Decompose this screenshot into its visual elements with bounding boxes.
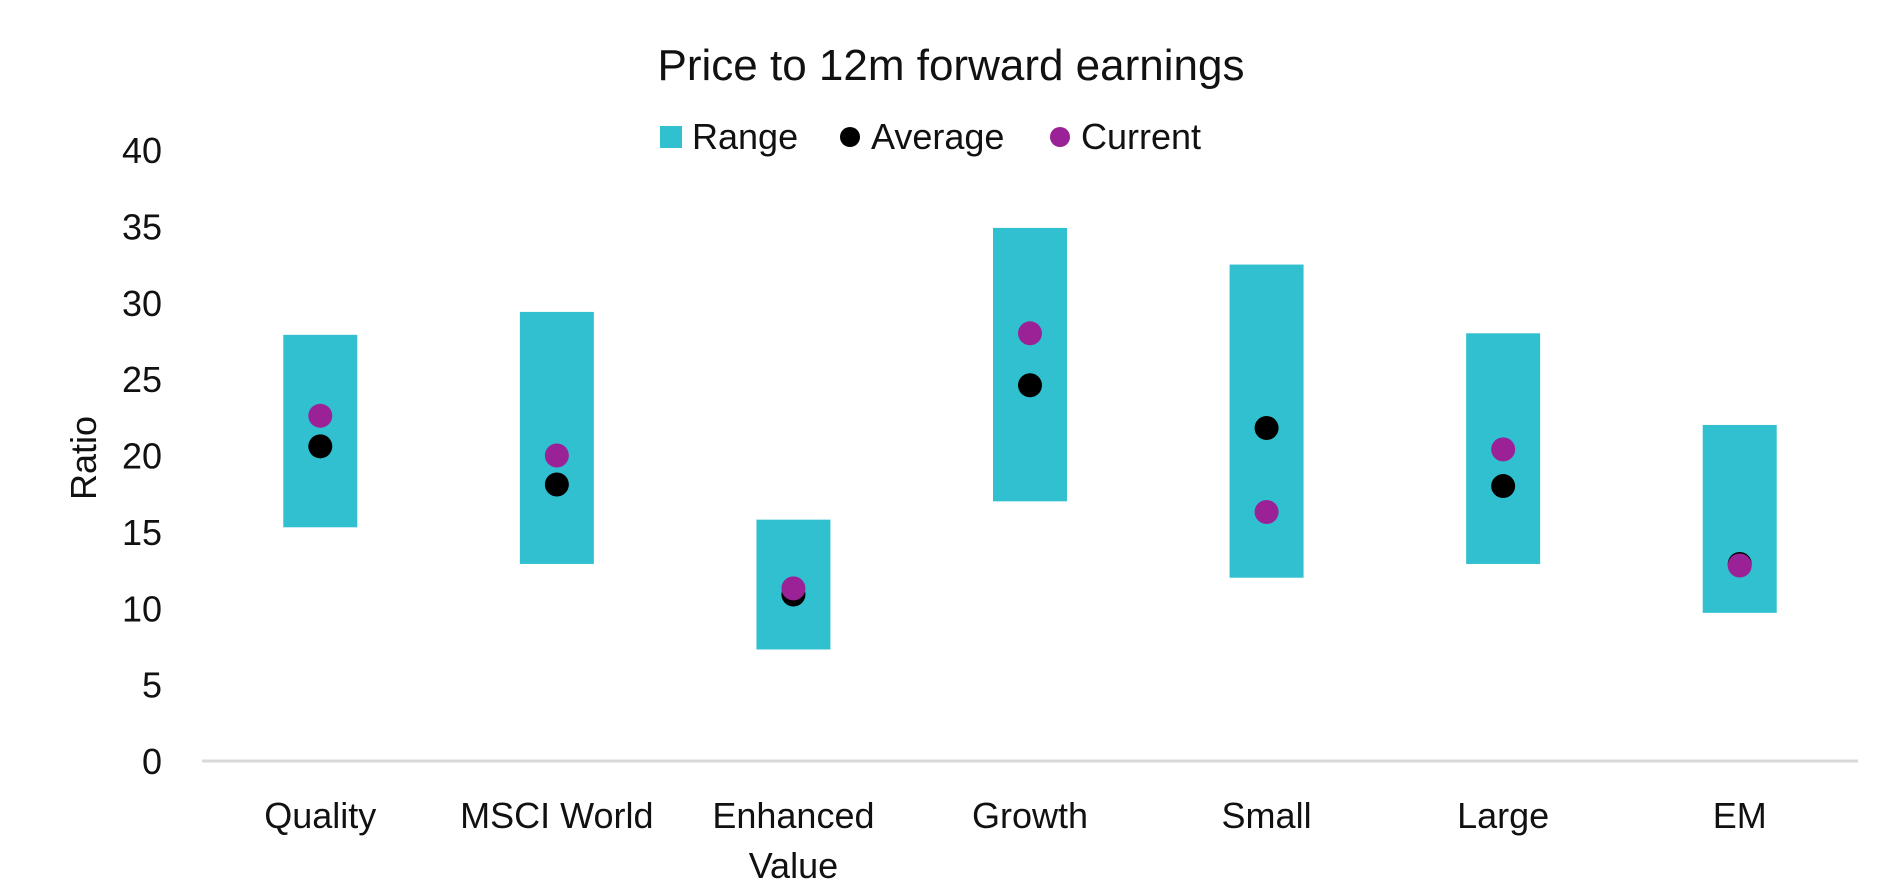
legend-marker-average bbox=[840, 127, 860, 147]
y-tick-label: 30 bbox=[122, 283, 162, 324]
y-tick-label: 40 bbox=[122, 130, 162, 171]
average-dot-small bbox=[1254, 416, 1279, 441]
y-tick-label: 20 bbox=[122, 436, 162, 477]
legend-label-range: Range bbox=[692, 116, 798, 157]
range-bar-quality bbox=[283, 334, 358, 528]
current-dot-large bbox=[1491, 437, 1516, 462]
average-dot-large bbox=[1491, 474, 1516, 499]
y-tick-label: 15 bbox=[122, 512, 162, 553]
x-tick-label-em: EM bbox=[1713, 795, 1767, 836]
current-dot-enhanced-value bbox=[781, 576, 806, 601]
current-dot-em bbox=[1727, 553, 1752, 578]
average-dot-growth bbox=[1018, 373, 1042, 398]
legend-label-current: Current bbox=[1081, 116, 1201, 157]
y-axis-ticks: 0 5 10 15 20 25 30 35 40 bbox=[122, 130, 162, 782]
range-bar-growth bbox=[993, 227, 1067, 502]
legend-marker-range bbox=[660, 126, 682, 148]
range-bar-em bbox=[1702, 424, 1777, 613]
current-dots bbox=[308, 321, 1752, 601]
x-tick-label-quality: Quality bbox=[264, 795, 376, 836]
current-dot-growth bbox=[1018, 321, 1042, 346]
x-tick-label-small: Small bbox=[1222, 795, 1312, 836]
average-dot-msci-world bbox=[544, 472, 569, 497]
current-dot-small bbox=[1254, 500, 1279, 525]
chart-title: Price to 12m forward earnings bbox=[658, 41, 1245, 90]
y-tick-label: 0 bbox=[142, 741, 162, 782]
x-tick-label-enhanced-value: Enhanced Value bbox=[712, 795, 874, 886]
current-dot-quality bbox=[308, 403, 333, 428]
range-bar-msci-world bbox=[519, 311, 594, 564]
legend: Range Average Current bbox=[660, 116, 1201, 157]
x-tick-label-msci-world: MSCI World bbox=[460, 795, 653, 836]
current-dot-msci-world bbox=[544, 443, 569, 468]
x-tick-label-growth: Growth bbox=[972, 795, 1088, 836]
legend-marker-current bbox=[1050, 127, 1070, 147]
y-tick-label: 25 bbox=[122, 359, 162, 400]
x-axis-labels: Quality MSCI World Enhanced Value Growth Smal… bbox=[264, 795, 1766, 886]
y-axis-label: Ratio bbox=[63, 416, 104, 500]
range-bars bbox=[283, 227, 1777, 650]
x-tick-label-large: Large bbox=[1457, 795, 1549, 836]
y-tick-label: 5 bbox=[142, 665, 162, 706]
average-dot-quality bbox=[308, 434, 333, 459]
y-tick-label: 10 bbox=[122, 588, 162, 629]
y-tick-label: 35 bbox=[122, 206, 162, 247]
legend-label-average: Average bbox=[871, 116, 1004, 157]
